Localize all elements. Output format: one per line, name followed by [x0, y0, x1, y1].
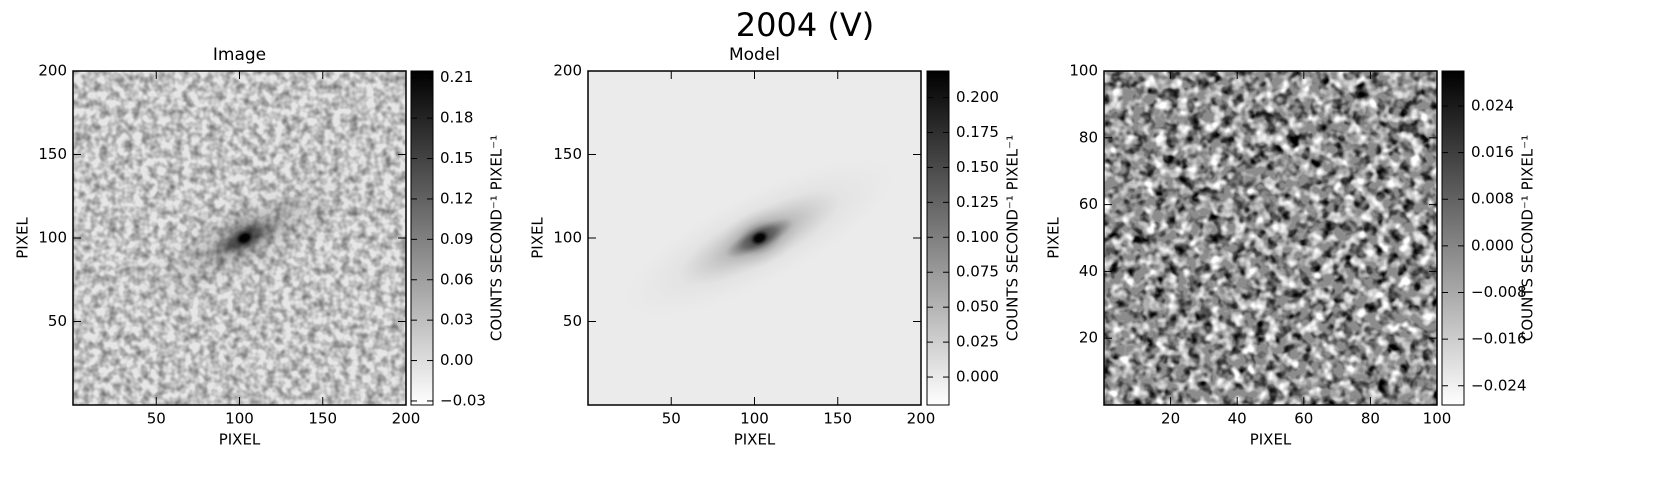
colorbar-tick-label: 0.050 [956, 298, 999, 316]
x-tick-label: 80 [1361, 410, 1380, 428]
colorbar-tick-label: 0.18 [440, 109, 473, 127]
y-axis-label: PIXEL [1045, 217, 1063, 259]
x-tick-label: 150 [308, 410, 337, 428]
x-tick-label: 200 [392, 410, 421, 428]
colorbar-tick-label: 0.100 [956, 228, 999, 246]
colorbar-tick-label: 0.200 [956, 88, 999, 106]
galaxy-core [206, 207, 283, 269]
y-tick-label: 20 [1079, 329, 1098, 347]
x-tick-label: 60 [1294, 410, 1313, 428]
figure-title: 2004 (V) [736, 6, 874, 44]
x-tick-label: 100 [225, 410, 254, 428]
x-tick-label: 200 [907, 410, 936, 428]
colorbar-tick-label: −0.024 [1471, 376, 1527, 394]
y-tick-label: 50 [563, 312, 582, 330]
colorbar-tick-label: 0.008 [1471, 190, 1514, 208]
colorbar [410, 70, 434, 406]
colorbar-tick-label: 0.15 [440, 149, 473, 167]
colorbar [926, 70, 950, 406]
image [1104, 71, 1437, 405]
colorbar-label: COUNTS SECOND⁻¹ PIXEL⁻¹ [1519, 135, 1537, 341]
y-tick-label: 100 [1069, 62, 1098, 80]
colorbar-tick-label: 0.000 [1471, 236, 1514, 254]
y-tick-label: 40 [1079, 262, 1098, 280]
colorbar-tick-label: 0.016 [1471, 143, 1514, 161]
y-tick-label: 60 [1079, 195, 1098, 213]
x-tick-label: 40 [1228, 410, 1247, 428]
x-tick-label: 20 [1161, 410, 1180, 428]
colorbar-tick-label: −0.03 [440, 391, 486, 409]
image-noise-light [1104, 71, 1437, 405]
axes-title: Image [213, 45, 266, 65]
x-axis-label: PIXEL [734, 431, 776, 449]
colorbar-tick-label: 0.00 [440, 351, 473, 369]
y-tick-label: 150 [38, 145, 67, 163]
y-tick-label: 200 [38, 62, 67, 80]
y-tick-label: 80 [1079, 128, 1098, 146]
colorbar-tick-label: 0.175 [956, 123, 999, 141]
x-axis-label: PIXEL [219, 431, 261, 449]
x-tick-label: 150 [823, 410, 852, 428]
y-tick-label: 150 [553, 145, 582, 163]
x-tick-label: 50 [147, 410, 166, 428]
x-tick-label: 100 [1423, 410, 1452, 428]
galaxy-core [721, 207, 798, 269]
colorbar-tick-label: 0.12 [440, 189, 473, 207]
y-tick-label: 200 [553, 62, 582, 80]
colorbar [1441, 70, 1465, 406]
x-axis-label: PIXEL [1250, 431, 1292, 449]
colorbar-tick-label: 0.03 [440, 311, 473, 329]
colorbar-tick-label: 0.000 [956, 368, 999, 386]
image [588, 71, 921, 405]
y-tick-label: 100 [38, 229, 67, 247]
axes-frame [1103, 70, 1438, 406]
colorbar-label: COUNTS SECOND⁻¹ PIXEL⁻¹ [488, 135, 506, 341]
colorbar-tick-label: −0.016 [1471, 330, 1527, 348]
image [73, 71, 406, 405]
y-axis-label: PIXEL [529, 217, 547, 259]
colorbar-tick-label: 0.150 [956, 158, 999, 176]
y-tick-label: 100 [553, 229, 582, 247]
axes-title: Model [729, 45, 780, 65]
y-axis-label: PIXEL [14, 217, 32, 259]
colorbar-tick-label: 0.06 [440, 270, 473, 288]
x-tick-label: 50 [662, 410, 681, 428]
colorbar-tick-label: −0.008 [1471, 283, 1527, 301]
colorbar-tick-label: 0.09 [440, 230, 473, 248]
colorbar-tick-label: 0.21 [440, 68, 473, 86]
colorbar-label: COUNTS SECOND⁻¹ PIXEL⁻¹ [1004, 135, 1022, 341]
colorbar-tick-label: 0.075 [956, 263, 999, 281]
x-tick-label: 100 [740, 410, 769, 428]
colorbar-tick-label: 0.125 [956, 193, 999, 211]
colorbar-tick-label: 0.024 [1471, 96, 1514, 114]
colorbar-tick-label: 0.025 [956, 333, 999, 351]
y-tick-label: 50 [48, 312, 67, 330]
